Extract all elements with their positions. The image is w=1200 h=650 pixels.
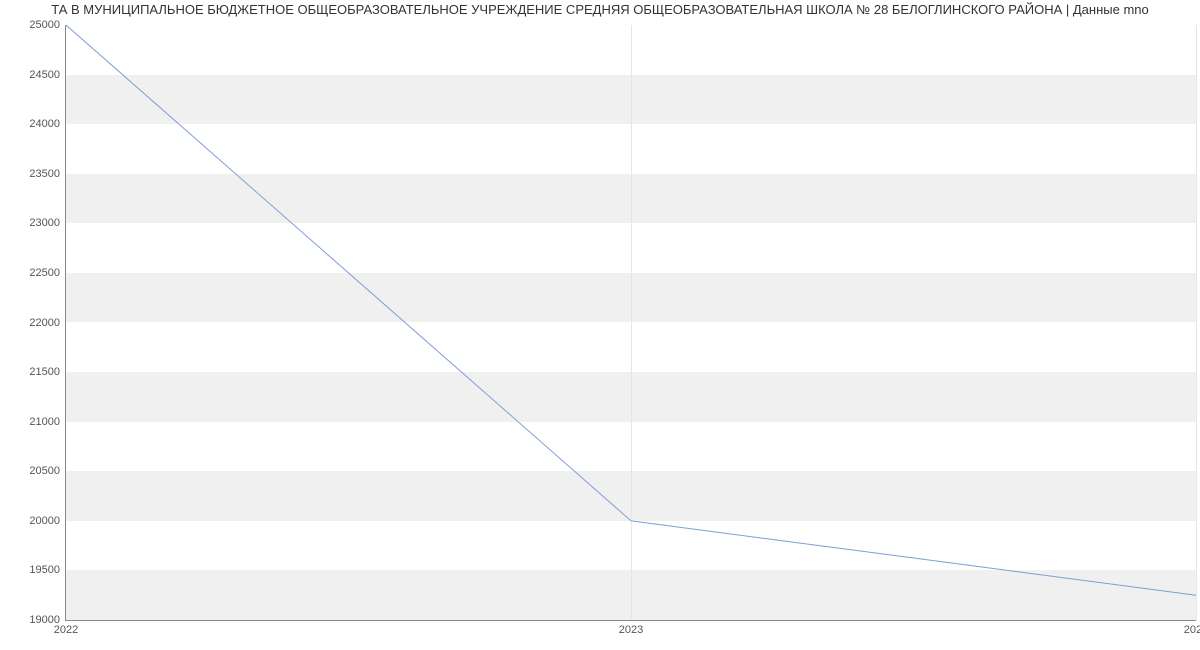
y-tick-label: 21500 bbox=[29, 366, 60, 378]
chart-title: ТА В МУНИЦИПАЛЬНОЕ БЮДЖЕТНОЕ ОБЩЕОБРАЗОВ… bbox=[0, 2, 1200, 17]
y-tick-label: 20000 bbox=[29, 515, 60, 527]
x-tick-label: 2022 bbox=[54, 624, 78, 636]
y-tick-label: 25000 bbox=[29, 19, 60, 31]
x-tick-label: 2023 bbox=[619, 624, 643, 636]
y-tick-label: 22500 bbox=[29, 267, 60, 279]
y-tick-label: 24000 bbox=[29, 118, 60, 130]
y-tick-label: 22000 bbox=[29, 317, 60, 329]
plot-area: 1900019500200002050021000215002200022500… bbox=[65, 25, 1196, 621]
line-series bbox=[66, 25, 1196, 620]
y-tick-label: 20500 bbox=[29, 465, 60, 477]
data-line bbox=[66, 25, 1196, 595]
x-tick-label: 2024 bbox=[1184, 624, 1200, 636]
chart-container: ТА В МУНИЦИПАЛЬНОЕ БЮДЖЕТНОЕ ОБЩЕОБРАЗОВ… bbox=[0, 0, 1200, 650]
y-tick-label: 23500 bbox=[29, 168, 60, 180]
x-gridline bbox=[1196, 25, 1197, 620]
y-tick-label: 23000 bbox=[29, 217, 60, 229]
y-tick-label: 24500 bbox=[29, 69, 60, 81]
y-tick-label: 21000 bbox=[29, 416, 60, 428]
y-tick-label: 19500 bbox=[29, 564, 60, 576]
